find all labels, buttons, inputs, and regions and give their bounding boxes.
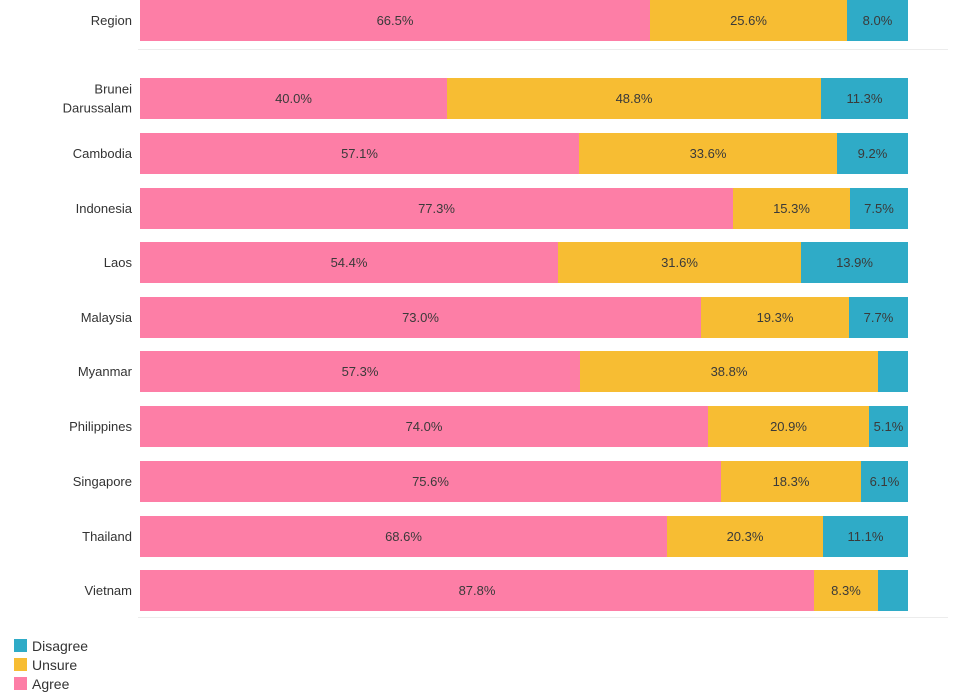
bar-agree-malaysia bbox=[140, 297, 701, 338]
bar-unsure-indonesia bbox=[733, 188, 850, 229]
legend: Disagree Unsure Agree bbox=[14, 636, 88, 693]
bar-unsure-malaysia bbox=[701, 297, 849, 338]
value-label-agree-thailand: 68.6% bbox=[385, 529, 422, 544]
category-label-region: Region bbox=[91, 13, 132, 28]
category-labels-group: Region Brunei Darussalam Cambodia Indonesia L… bbox=[63, 13, 133, 598]
bar-unsure-brunei-darussalam bbox=[447, 78, 821, 119]
legend-item-disagree: Disagree bbox=[14, 636, 88, 655]
bar-disagree-singapore bbox=[861, 461, 908, 502]
value-label-unsure-brunei-darussalam: 48.8% bbox=[616, 91, 653, 106]
bar-disagree-indonesia bbox=[850, 188, 908, 229]
bar-unsure-thailand bbox=[667, 516, 823, 557]
value-label-disagree-philippines: 5.1% bbox=[874, 419, 904, 434]
value-label-unsure-singapore: 18.3% bbox=[773, 474, 810, 489]
value-label-agree-indonesia: 77.3% bbox=[418, 201, 455, 216]
bar-disagree-myanmar bbox=[878, 351, 908, 392]
bar-disagree-thailand bbox=[823, 516, 908, 557]
value-label-unsure-philippines: 20.9% bbox=[770, 419, 807, 434]
value-label-agree-philippines: 74.0% bbox=[406, 419, 443, 434]
value-label-disagree-laos: 13.9% bbox=[836, 255, 873, 270]
category-label-indonesia: Indonesia bbox=[76, 201, 133, 216]
category-label-laos: Laos bbox=[104, 255, 133, 270]
value-label-agree-cambodia: 57.1% bbox=[341, 146, 378, 161]
bar-disagree-laos bbox=[801, 242, 908, 283]
value-label-agree-region: 66.5% bbox=[377, 13, 414, 28]
value-label-disagree-singapore: 6.1% bbox=[870, 474, 900, 489]
category-label-myanmar: Myanmar bbox=[78, 364, 133, 379]
value-label-unsure-vietnam: 8.3% bbox=[831, 583, 861, 598]
category-label-singapore: Singapore bbox=[73, 474, 132, 489]
legend-swatch-disagree bbox=[14, 639, 27, 652]
legend-item-unsure: Unsure bbox=[14, 655, 88, 674]
legend-label-unsure: Unsure bbox=[32, 656, 78, 673]
legend-label-disagree: Disagree bbox=[32, 637, 89, 654]
value-label-agree-laos: 54.4% bbox=[331, 255, 368, 270]
bar-unsure-cambodia bbox=[579, 133, 837, 174]
bar-unsure-singapore bbox=[721, 461, 861, 502]
bar-unsure-myanmar bbox=[580, 351, 878, 392]
value-label-agree-singapore: 75.6% bbox=[412, 474, 449, 489]
value-label-unsure-indonesia: 15.3% bbox=[773, 201, 810, 216]
value-label-disagree-indonesia: 7.5% bbox=[864, 201, 894, 216]
value-label-disagree-cambodia: 9.2% bbox=[858, 146, 888, 161]
value-label-unsure-thailand: 20.3% bbox=[727, 529, 764, 544]
bar-unsure-region bbox=[650, 0, 847, 41]
bar-agree-cambodia bbox=[140, 133, 579, 174]
value-label-disagree-malaysia: 7.7% bbox=[864, 310, 894, 325]
value-label-disagree-brunei-darussalam: 11.3% bbox=[847, 91, 883, 106]
value-label-unsure-laos: 31.6% bbox=[661, 255, 698, 270]
bar-disagree-vietnam bbox=[878, 570, 908, 611]
bar-agree-singapore bbox=[140, 461, 721, 502]
legend-swatch-agree bbox=[14, 677, 27, 690]
value-label-agree-vietnam: 87.8% bbox=[459, 583, 496, 598]
value-label-unsure-myanmar: 38.8% bbox=[711, 364, 748, 379]
bar-agree-thailand bbox=[140, 516, 667, 557]
legend-item-agree: Agree bbox=[14, 674, 88, 693]
category-label-malaysia: Malaysia bbox=[81, 310, 133, 325]
bar-agree-brunei-darussalam bbox=[140, 78, 447, 119]
bar-agree-vietnam bbox=[140, 570, 814, 611]
bar-unsure-vietnam bbox=[814, 570, 878, 611]
category-label-cambodia: Cambodia bbox=[73, 146, 133, 161]
bar-agree-region bbox=[140, 0, 650, 41]
value-label-unsure-region: 25.6% bbox=[730, 13, 767, 28]
bar-disagree-region bbox=[847, 0, 908, 41]
value-label-agree-brunei-darussalam: 40.0% bbox=[275, 91, 312, 106]
value-label-unsure-cambodia: 33.6% bbox=[690, 146, 727, 161]
value-label-disagree-region: 8.0% bbox=[863, 13, 893, 28]
bars-group: 66.5% 25.6% 8.0% 40.0% 48.8% 11.3% 57.1% 33.6% 9… bbox=[140, 0, 908, 611]
bar-agree-laos bbox=[140, 242, 558, 283]
value-label-unsure-malaysia: 19.3% bbox=[757, 310, 794, 325]
category-label-brunei-darussalam: Brunei Darussalam bbox=[63, 82, 132, 116]
bar-disagree-malaysia bbox=[849, 297, 908, 338]
category-label-philippines: Philippines bbox=[69, 419, 132, 434]
bar-unsure-laos bbox=[558, 242, 801, 283]
bar-disagree-philippines bbox=[869, 406, 908, 447]
bar-agree-indonesia bbox=[140, 188, 733, 229]
bar-unsure-philippines bbox=[708, 406, 869, 447]
bar-disagree-brunei-darussalam bbox=[821, 78, 908, 119]
legend-swatch-unsure bbox=[14, 658, 27, 671]
bar-agree-philippines bbox=[140, 406, 708, 447]
category-label-vietnam: Vietnam bbox=[85, 583, 132, 598]
value-label-agree-malaysia: 73.0% bbox=[402, 310, 439, 325]
category-label-thailand: Thailand bbox=[82, 529, 132, 544]
bar-disagree-cambodia bbox=[837, 133, 908, 174]
value-label-disagree-thailand: 11.1% bbox=[848, 529, 884, 544]
bar-agree-myanmar bbox=[140, 351, 580, 392]
legend-label-agree: Agree bbox=[32, 675, 70, 692]
value-label-agree-myanmar: 57.3% bbox=[342, 364, 379, 379]
